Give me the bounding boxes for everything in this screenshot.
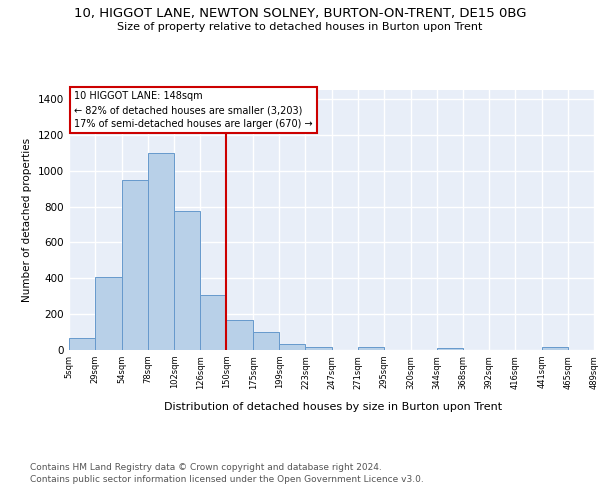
Bar: [200, 296, 226, 350]
Bar: [226, 320, 253, 350]
Bar: [437, 348, 463, 350]
Bar: [253, 332, 280, 350]
Text: 10 HIGGOT LANE: 148sqm
← 82% of detached houses are smaller (3,203)
17% of semi-: 10 HIGGOT LANE: 148sqm ← 82% of detached…: [74, 92, 313, 130]
Bar: [122, 180, 148, 350]
Bar: [358, 347, 383, 350]
Text: Contains public sector information licensed under the Open Government Licence v3: Contains public sector information licen…: [30, 475, 424, 484]
Bar: [542, 347, 568, 350]
Bar: [280, 344, 305, 350]
Bar: [174, 211, 200, 350]
Bar: [95, 278, 122, 350]
Text: Size of property relative to detached houses in Burton upon Trent: Size of property relative to detached ho…: [118, 22, 482, 32]
Y-axis label: Number of detached properties: Number of detached properties: [22, 138, 32, 302]
Text: 10, HIGGOT LANE, NEWTON SOLNEY, BURTON-ON-TRENT, DE15 0BG: 10, HIGGOT LANE, NEWTON SOLNEY, BURTON-O…: [74, 8, 526, 20]
Text: Contains HM Land Registry data © Crown copyright and database right 2024.: Contains HM Land Registry data © Crown c…: [30, 462, 382, 471]
Bar: [305, 347, 331, 350]
Text: Distribution of detached houses by size in Burton upon Trent: Distribution of detached houses by size …: [164, 402, 502, 412]
Bar: [148, 153, 174, 350]
Bar: [69, 338, 95, 350]
